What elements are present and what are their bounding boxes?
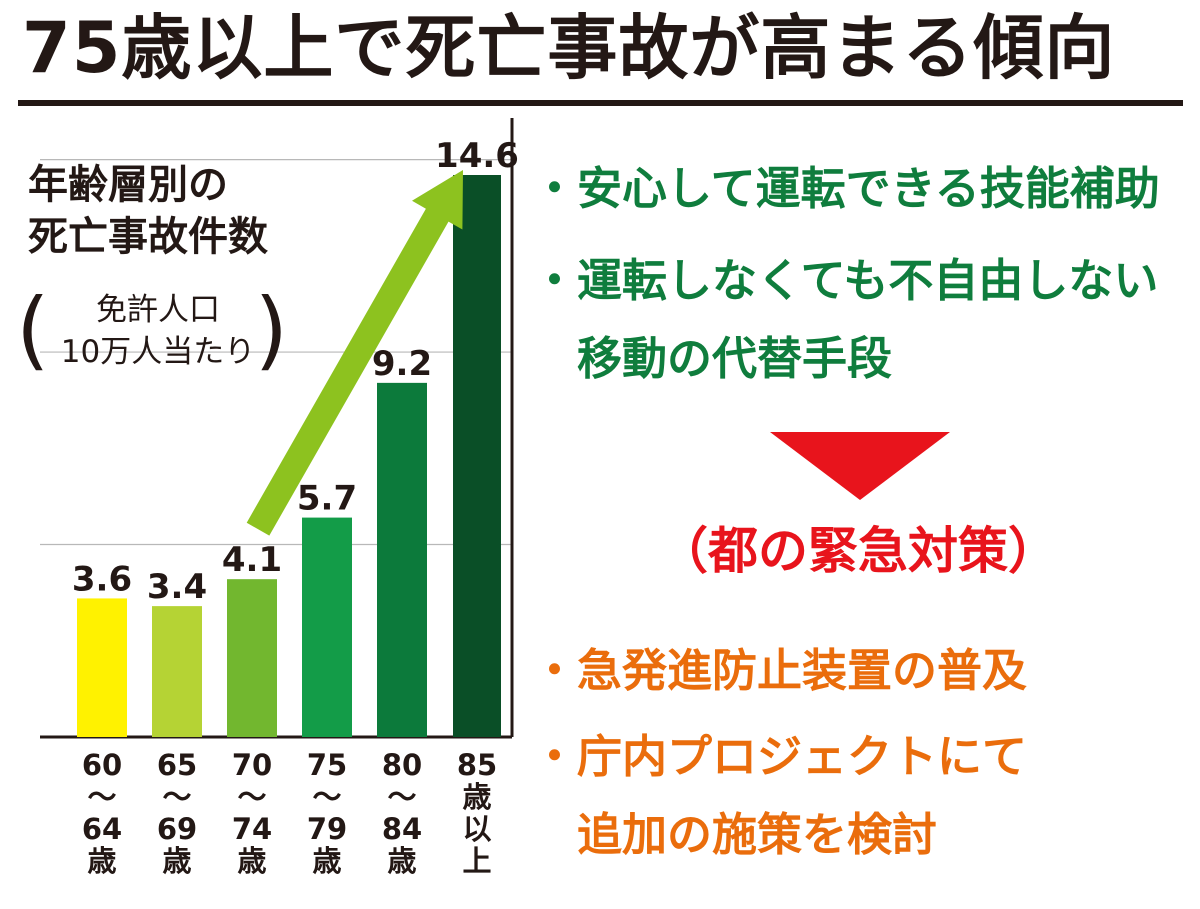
category-label-3-1: 70 <box>232 748 272 782</box>
bar-chart: 3.660～64歳3.465～69歳4.170～74歳5.775～79歳9.28… <box>40 118 519 878</box>
trend-arrow-icon <box>246 170 463 536</box>
category-label-4-4: 歳 <box>312 844 341 878</box>
current-point-2-cont: 移動の代替手段 <box>532 332 893 385</box>
category-label-6-2: 歳 <box>462 780 491 814</box>
category-label-2-3: 69 <box>157 812 197 846</box>
left-paren-icon: ( <box>16 280 50 380</box>
unit-line-2: 10万人当たり <box>60 334 256 370</box>
title-rule <box>18 100 1183 106</box>
new-point-2-cont: 追加の施策を検討 <box>532 808 938 861</box>
category-label-5-1: 80 <box>382 748 422 782</box>
value-label-5: 9.2 <box>372 344 432 384</box>
chart-title-line-2: 死亡事故件数 <box>28 214 268 260</box>
bar-2 <box>152 606 202 737</box>
current-point-1: ・安心して運転できる技能補助 <box>532 162 1160 215</box>
category-label-1-3: 64 <box>82 812 122 846</box>
category-label-3-3: 74 <box>232 812 272 846</box>
category-label-5-4: 歳 <box>387 844 416 878</box>
category-label-1-1: 60 <box>82 748 122 782</box>
value-label-2: 3.4 <box>147 567 207 607</box>
category-label-3-2: ～ <box>237 780 266 814</box>
new-point-2: ・庁内プロジェクトにて <box>532 730 1028 783</box>
new-point-1: ・急発進防止装置の普及 <box>532 644 1028 697</box>
category-label-3-4: 歳 <box>237 844 266 878</box>
bar-4 <box>302 517 352 737</box>
page-title: 75歳以上で死亡事故が高まる傾向 <box>22 7 1116 89</box>
value-label-3: 4.1 <box>222 540 282 580</box>
bar-6 <box>453 175 501 737</box>
category-label-4-1: 75 <box>307 748 347 782</box>
value-label-4: 5.7 <box>297 479 357 519</box>
right-paren-icon: ) <box>254 280 288 380</box>
down-arrow-icon <box>770 432 950 500</box>
unit-line-1: 免許人口 <box>96 292 220 328</box>
bar-1 <box>77 598 127 737</box>
category-label-2-4: 歳 <box>162 844 191 878</box>
bar-5 <box>377 382 427 737</box>
bar-3 <box>227 579 277 737</box>
category-label-6-1: 85 <box>457 748 497 782</box>
current-point-2: ・運転しなくても不自由しない <box>532 254 1159 307</box>
category-label-4-2: ～ <box>312 780 341 814</box>
category-label-5-2: ～ <box>387 780 416 814</box>
category-label-2-2: ～ <box>162 780 191 814</box>
category-label-6-3: 以 <box>462 812 491 846</box>
value-label-6: 14.6 <box>435 136 519 176</box>
category-label-1-2: ～ <box>87 780 116 814</box>
category-label-2-1: 65 <box>157 748 197 782</box>
category-label-4-3: 79 <box>307 812 347 846</box>
category-label-6-4: 上 <box>462 844 491 878</box>
category-label-1-4: 歳 <box>87 844 116 878</box>
chart-title-line-1: 年齢層別の <box>28 162 228 208</box>
value-label-1: 3.6 <box>72 559 132 599</box>
emergency-measures-label: （都の緊急対策） <box>658 522 1058 580</box>
category-label-5-3: 84 <box>382 812 422 846</box>
unit-note: ( ) 免許人口 10万人当たり <box>10 282 292 380</box>
